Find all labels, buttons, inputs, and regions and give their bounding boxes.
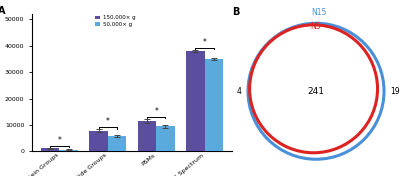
- Text: 241: 241: [308, 87, 324, 96]
- Bar: [186, 51, 204, 151]
- Text: *: *: [58, 136, 62, 145]
- Bar: [138, 121, 156, 151]
- Bar: [60, 150, 78, 151]
- Text: N15: N15: [312, 8, 327, 17]
- Bar: [90, 131, 108, 151]
- Text: N5: N5: [310, 22, 320, 31]
- Bar: [41, 148, 60, 151]
- Legend: 150,000× g, 50,000× g: 150,000× g, 50,000× g: [95, 15, 135, 27]
- Text: B: B: [232, 7, 239, 17]
- Bar: [108, 136, 126, 151]
- Bar: [156, 126, 174, 151]
- Text: 4: 4: [237, 87, 242, 96]
- Text: 19: 19: [390, 87, 400, 96]
- Text: *: *: [202, 38, 206, 47]
- Text: A: A: [0, 6, 6, 16]
- Text: *: *: [106, 117, 110, 126]
- Y-axis label: Counts: Counts: [0, 69, 2, 96]
- Bar: [204, 59, 223, 151]
- Text: *: *: [154, 107, 158, 116]
